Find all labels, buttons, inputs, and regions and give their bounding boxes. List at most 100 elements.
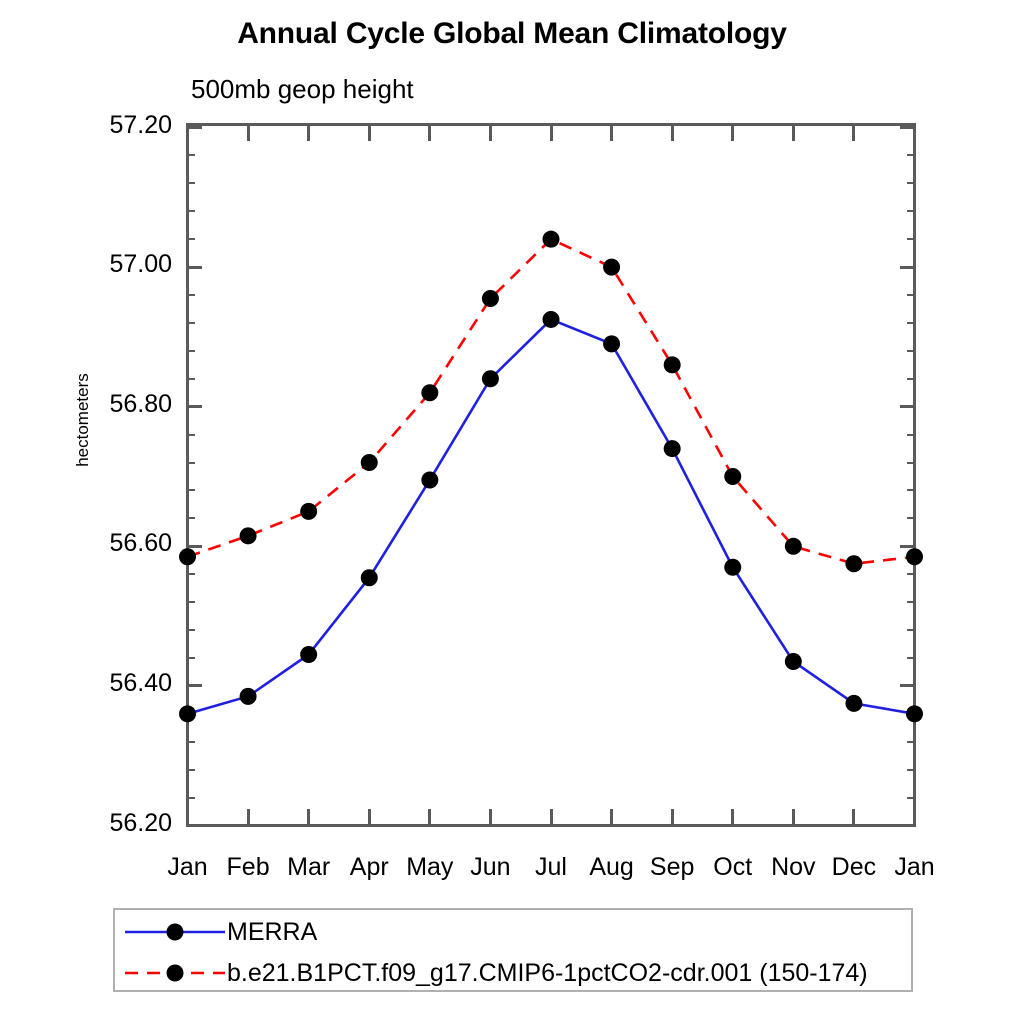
y-tick-minor [186, 182, 195, 185]
x-tick [246, 809, 250, 827]
x-tick [670, 809, 674, 827]
data-point-marker [663, 356, 681, 374]
data-point-marker [784, 652, 802, 670]
data-point-marker [179, 548, 196, 566]
x-tick-top [428, 123, 432, 141]
x-tick-top [488, 123, 492, 141]
y-tick-minor [186, 461, 195, 464]
y-tick-minor [186, 796, 195, 799]
y-tick-minor [186, 517, 195, 520]
y-tick-minor [186, 768, 195, 771]
y-tick-minor [186, 321, 195, 324]
x-tick-top [549, 123, 553, 141]
x-tick [488, 809, 492, 827]
y-tick-minor [907, 154, 916, 157]
y-tick-minor [186, 601, 195, 604]
x-tick [610, 809, 614, 827]
y-tick-minor [907, 294, 916, 297]
x-tick [791, 809, 795, 827]
data-point-marker [481, 370, 499, 388]
data-point-marker [542, 310, 560, 328]
x-tick [852, 809, 856, 827]
y-tick-major [900, 265, 916, 269]
y-tick-minor [907, 656, 916, 659]
data-point-marker [784, 537, 802, 555]
y-tick-minor [186, 154, 195, 157]
data-point-marker [663, 440, 681, 458]
x-tick-label: Apr [349, 853, 389, 881]
y-axis-title: hectometers [73, 373, 92, 467]
y-tick-minor [907, 321, 916, 324]
x-tick-label: Jan [167, 853, 208, 881]
y-tick-minor [907, 601, 916, 604]
legend-label: b.e21.B1PCT.f09_g17.CMIP6-1pctCO2-cdr.00… [227, 959, 868, 987]
legend-item-merra[interactable]: MERRA [115, 912, 915, 952]
x-tick-label: Jan [894, 853, 935, 881]
y-tick-minor [907, 349, 916, 352]
x-tick-label: Jun [470, 853, 511, 881]
data-point-marker [906, 548, 923, 566]
data-point-marker [300, 502, 318, 520]
data-point-marker [360, 454, 378, 472]
x-tick-label: Aug [589, 853, 634, 881]
y-tick-minor [186, 238, 195, 241]
y-tick-major [186, 265, 202, 269]
y-tick-minor [186, 349, 195, 352]
x-tick [428, 809, 432, 827]
legend-item-model[interactable]: b.e21.B1PCT.f09_g17.CMIP6-1pctCO2-cdr.00… [115, 953, 915, 993]
y-tick-major [186, 824, 202, 827]
data-point-marker [239, 527, 257, 545]
x-tick-label: Dec [831, 853, 877, 881]
plot-area [179, 123, 923, 827]
legend-swatch-merra [125, 923, 225, 941]
y-tick-minor [186, 573, 195, 576]
y-tick-minor [907, 768, 916, 771]
data-point-marker [724, 468, 742, 485]
y-tick-major [900, 684, 916, 688]
y-tick-minor [186, 294, 195, 297]
y-tick-minor [186, 377, 195, 380]
y-tick-major [900, 126, 916, 129]
data-point-marker [603, 335, 621, 353]
data-point-marker [421, 384, 439, 402]
x-tick [367, 809, 371, 827]
data-point-marker [724, 558, 742, 576]
x-tick-label: Nov [771, 853, 816, 881]
y-tick-major [900, 405, 916, 409]
x-tick-top [731, 123, 735, 141]
legend-swatch-model [125, 964, 225, 982]
y-tick-minor [907, 489, 916, 492]
data-point-marker [481, 290, 499, 308]
y-tick-label: 57.00 [109, 250, 172, 279]
x-tick-label: Sep [649, 853, 695, 881]
x-tick-label: Mar [287, 853, 331, 881]
y-tick-label: 56.40 [109, 668, 172, 697]
y-tick-label: 56.80 [109, 389, 172, 418]
y-tick-minor [907, 461, 916, 464]
x-tick [307, 809, 311, 827]
data-point-marker [421, 471, 439, 489]
x-tick [549, 809, 553, 827]
data-point-marker [845, 694, 863, 712]
y-tick-minor [907, 517, 916, 520]
y-tick-major [900, 544, 916, 548]
data-point-marker [906, 705, 923, 723]
x-tick [186, 809, 189, 827]
legend-label: MERRA [227, 918, 318, 946]
y-tick-minor [907, 740, 916, 743]
y-tick-minor [186, 210, 195, 213]
data-point-marker [239, 687, 257, 705]
axis-right [913, 123, 916, 827]
series-layer [179, 230, 923, 723]
data-point-marker [542, 230, 560, 248]
chart-title: Annual Cycle Global Mean Climatology [237, 17, 787, 50]
legend: MERRA b.e21.B1PCT.f09_g17.CMIP6-1pctCO2-… [113, 908, 913, 992]
y-tick-minor [907, 210, 916, 213]
y-tick-minor [186, 656, 195, 659]
chart-subtitle: 500mb geop height [191, 74, 414, 104]
y-tick-minor [186, 433, 195, 436]
y-tick-minor [907, 377, 916, 380]
x-tick-top [307, 123, 311, 141]
y-tick-minor [907, 629, 916, 632]
